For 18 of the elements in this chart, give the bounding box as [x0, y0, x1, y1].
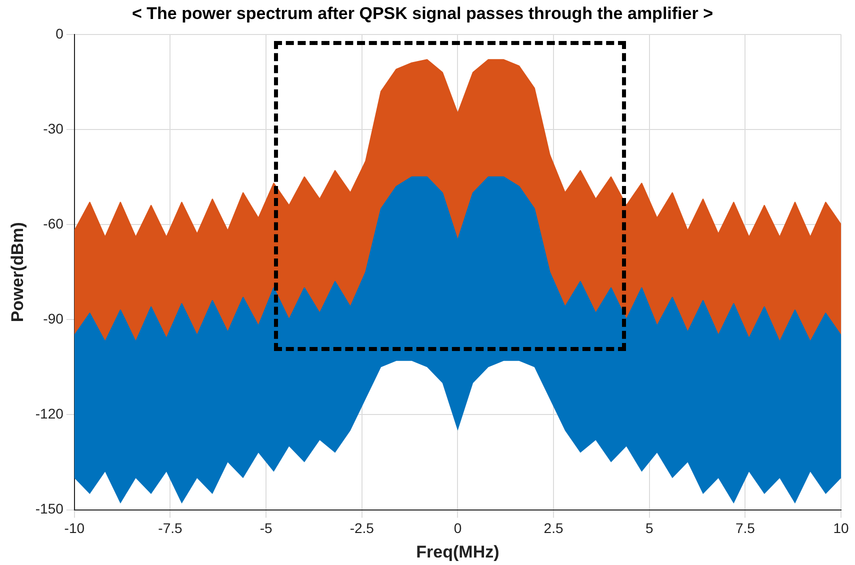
y-tick-label: -90 — [43, 310, 64, 326]
x-axis-title: Freq(MHz) — [416, 542, 500, 562]
y-tick-label: -60 — [43, 215, 64, 232]
x-tick-label: 10 — [833, 520, 849, 536]
x-tick-label: 0 — [454, 520, 462, 536]
x-tick-label: 2.5 — [544, 520, 564, 536]
x-tick-label: -7.5 — [158, 520, 183, 536]
x-tick-label: -2.5 — [350, 520, 374, 536]
y-tick-label: -120 — [35, 406, 64, 422]
x-tick-label: 7.5 — [735, 520, 756, 536]
y-tick-label: 0 — [56, 25, 64, 42]
x-tick-label: 5 — [645, 520, 654, 536]
y-tick-label: -150 — [35, 500, 64, 517]
chart-title: < The power spectrum after QPSK signal passes through the amplifier > — [132, 4, 714, 23]
y-axis-title: Power(dBm) — [8, 222, 27, 322]
y-tick-label: -30 — [43, 120, 64, 136]
x-tick-label: -5 — [260, 520, 272, 536]
x-tick-label: -10 — [64, 520, 85, 536]
